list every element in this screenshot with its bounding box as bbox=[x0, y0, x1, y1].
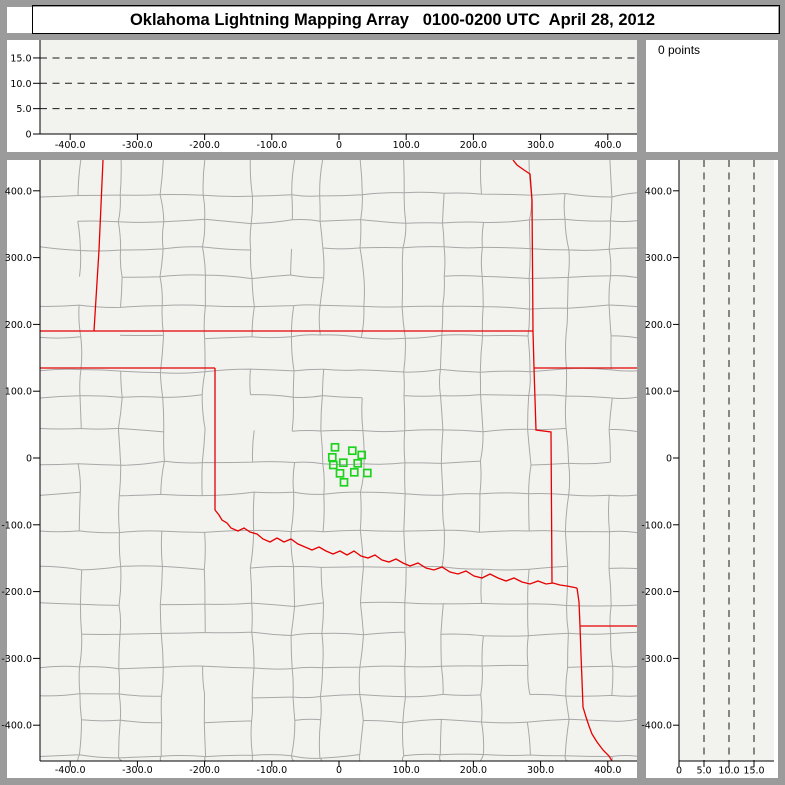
title-bar: Oklahoma Lightning Mapping Array 0100-02… bbox=[7, 5, 780, 34]
points-count-panel: 0 points bbox=[646, 40, 778, 152]
plan-view-map-panel bbox=[7, 160, 637, 778]
page-title: Oklahoma Lightning Mapping Array 0100-02… bbox=[129, 11, 656, 29]
title-border-box bbox=[32, 5, 780, 34]
points-count-label: 0 points bbox=[658, 43, 701, 57]
altitude-east-west-panel bbox=[7, 40, 637, 152]
altitude-north-south-panel bbox=[646, 160, 778, 778]
